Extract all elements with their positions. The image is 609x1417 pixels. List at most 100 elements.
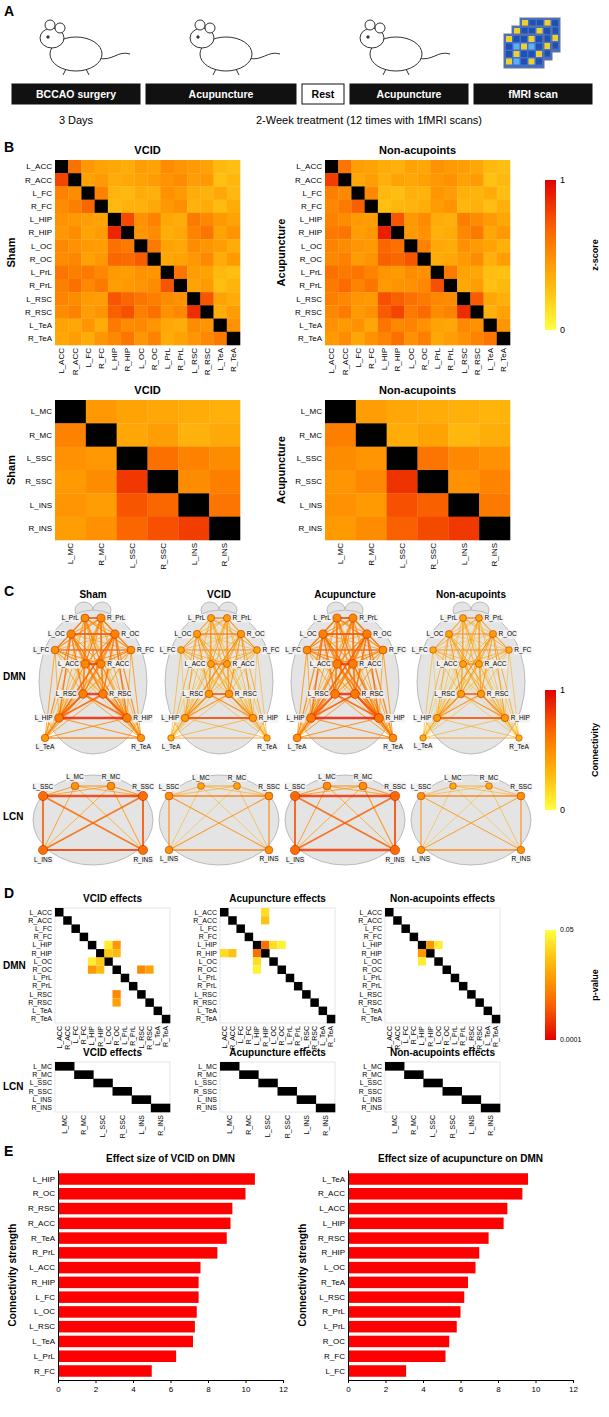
node-label: L_FC xyxy=(33,646,50,654)
tick-mark xyxy=(498,1380,499,1383)
column-label: R_FC xyxy=(245,1026,253,1044)
heatmap-cell xyxy=(174,160,188,174)
row-label: R_MC xyxy=(299,431,322,440)
label-patch xyxy=(384,782,407,790)
mouse-part xyxy=(47,36,49,38)
edge xyxy=(185,717,253,719)
bar xyxy=(348,1173,528,1185)
heatmap-cell xyxy=(161,200,175,214)
heatmap-cell xyxy=(209,470,240,494)
heatmap-cell xyxy=(325,319,339,333)
fmri-pixel xyxy=(529,51,535,57)
label-patch xyxy=(107,660,130,668)
matrix xyxy=(220,1062,335,1112)
heatmap-cell xyxy=(148,292,162,306)
heatmap-cell xyxy=(121,305,135,319)
diagonal-cell xyxy=(278,966,287,975)
column-label: L_MC xyxy=(226,1115,234,1134)
node xyxy=(127,646,135,654)
node xyxy=(517,846,525,854)
node xyxy=(351,690,360,699)
edge xyxy=(42,796,44,850)
heatmap-cell xyxy=(351,160,365,174)
heatmap-cell xyxy=(484,253,498,267)
heatmap-cell xyxy=(484,292,498,306)
heatmap-cell xyxy=(365,279,379,293)
node-label-text: L_MC xyxy=(444,774,462,782)
row-label: R_MC xyxy=(197,1071,217,1079)
axis-title: Connectivity strength xyxy=(7,1224,18,1327)
column-label: R_OC xyxy=(420,348,429,370)
column-label: L_HIP xyxy=(253,1026,261,1046)
heatmap-cell xyxy=(68,292,82,306)
node-label-text: L_PrL xyxy=(62,614,80,622)
heatmap-cell xyxy=(497,279,511,293)
matrix-background xyxy=(385,908,500,1023)
heatmap-cell xyxy=(391,160,405,174)
stage-box xyxy=(350,84,468,104)
row-label: R_HIP xyxy=(361,950,382,958)
tick-label: L_RSC xyxy=(319,1293,345,1302)
node-label-text: R_MC xyxy=(228,774,247,782)
node-label: R_PrL xyxy=(359,614,379,622)
heatmap-cell xyxy=(200,279,214,293)
node-label: R_RSC xyxy=(234,690,257,698)
heatmap-cell xyxy=(187,226,201,240)
mouse-part xyxy=(55,23,65,33)
heatmap-cell xyxy=(325,517,356,541)
tick-label: R_FC xyxy=(324,1352,345,1361)
row-label: R_SSC xyxy=(295,477,322,486)
heatmap-cell xyxy=(55,493,86,517)
node-label: L_RSC xyxy=(307,690,329,698)
heatmap-cell xyxy=(174,305,188,319)
heatmap-cell xyxy=(134,319,148,333)
heatmap-cell xyxy=(448,470,479,494)
diagonal-cell xyxy=(148,253,162,267)
row-label: R_INS xyxy=(298,524,322,533)
tick: R_ACC xyxy=(28,1219,58,1228)
node xyxy=(375,714,384,723)
colorbar-tick-label: 1 xyxy=(560,175,565,185)
matrix-labels: L_MCL_MCR_MCR_MCL_SSCL_SSCR_SSCR_SSCL_IN… xyxy=(275,384,499,570)
significant-cell xyxy=(96,957,104,965)
diagonal-cell xyxy=(239,1070,258,1079)
network-graph: L_ACCR_ACCL_FCR_FCL_HIPR_HIPL_OCR_OCL_Pr… xyxy=(33,602,155,754)
diagonal-cell xyxy=(71,924,80,933)
heatmap-cell xyxy=(404,226,418,240)
bar xyxy=(348,1306,461,1318)
node xyxy=(417,792,425,800)
fmri-pixel xyxy=(514,36,520,42)
row-label: R_FC xyxy=(199,933,217,941)
node-label-text: R_PrL xyxy=(484,614,503,622)
node-label-text: R_ACC xyxy=(107,660,129,668)
row-label: L_INS xyxy=(33,1096,53,1104)
brain-outline xyxy=(39,610,147,754)
node-label-text: R_HIP xyxy=(385,714,404,722)
node-label-text: L_RSC xyxy=(308,690,329,698)
fmri-pixel xyxy=(529,44,535,50)
heatmap-cell xyxy=(338,253,352,267)
diagonal-cell xyxy=(227,332,241,346)
stage-label: Rest xyxy=(312,88,335,100)
node xyxy=(293,734,301,742)
heatmap-cell xyxy=(365,173,379,187)
column-label: L_OC xyxy=(407,348,416,369)
node xyxy=(389,734,397,742)
column-label: R_TeA xyxy=(492,1026,500,1047)
heatmap-cell xyxy=(356,493,387,517)
row-label: R_INS xyxy=(31,1104,52,1112)
row-label: R_ACC xyxy=(358,917,382,925)
bar xyxy=(348,1277,468,1289)
column-label: R_INS xyxy=(157,1115,165,1136)
heatmap-cell xyxy=(214,253,228,267)
edge xyxy=(185,634,241,718)
node-label-text: R_OC xyxy=(499,630,517,638)
node-label-text: R_SSC xyxy=(132,783,154,791)
edge xyxy=(323,634,379,718)
node xyxy=(207,614,214,621)
node xyxy=(517,792,525,800)
row-label: R_INS xyxy=(361,1104,382,1112)
heatmap-cell xyxy=(200,332,214,346)
edge xyxy=(169,849,269,850)
heatmap-cell xyxy=(161,253,175,267)
